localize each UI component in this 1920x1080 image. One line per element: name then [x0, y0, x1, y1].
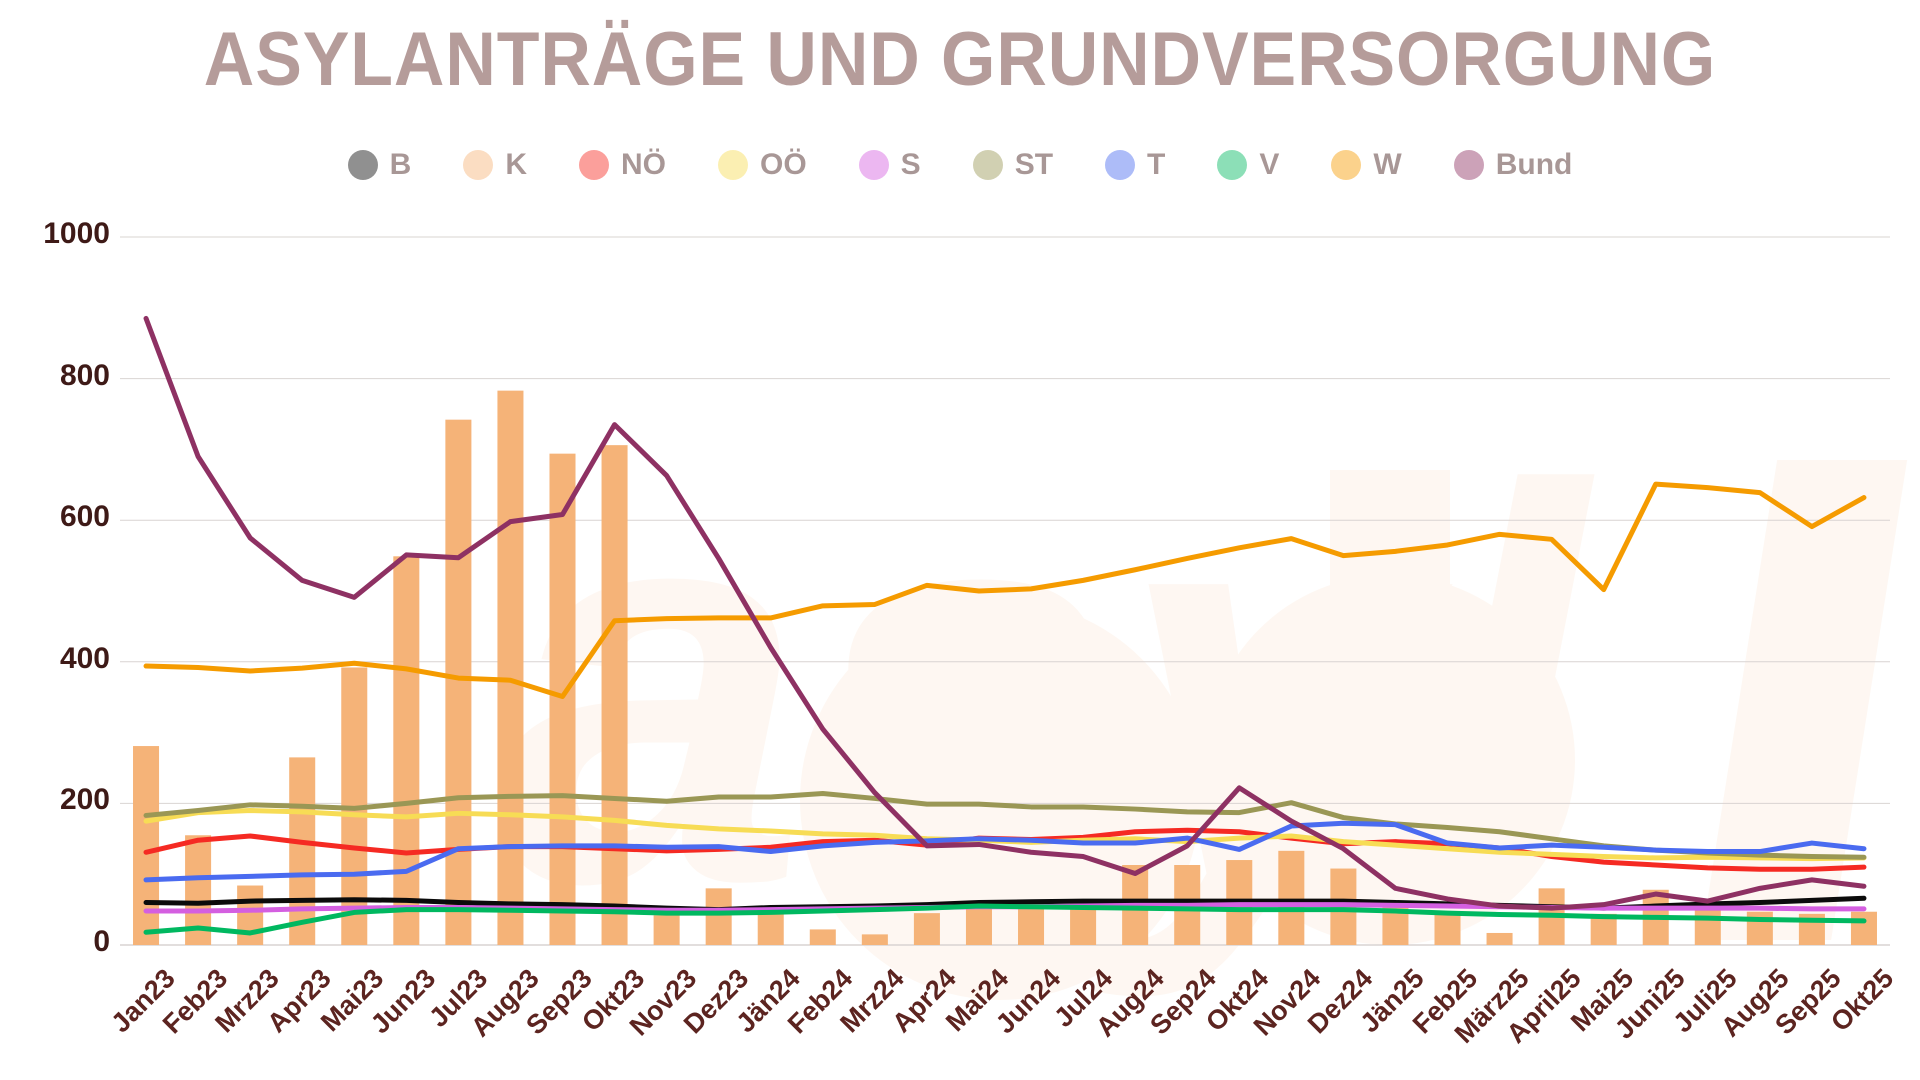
- bar: [1018, 902, 1045, 945]
- bar: [289, 757, 316, 945]
- bar: [653, 915, 680, 945]
- y-tick-label: 200: [59, 783, 110, 817]
- bar: [237, 885, 264, 945]
- line-t: [143, 820, 1867, 883]
- bar: [1486, 932, 1513, 945]
- y-tick-label: 400: [59, 641, 110, 675]
- bar: [1278, 850, 1305, 945]
- y-tick-label: 0: [93, 925, 110, 958]
- bar: [809, 929, 836, 945]
- bar: [1746, 911, 1773, 945]
- bar: [445, 419, 472, 945]
- bar: [861, 934, 888, 945]
- bar: [497, 390, 524, 945]
- bar: [393, 556, 420, 945]
- line-st: [143, 790, 1867, 860]
- bar: [757, 913, 784, 945]
- bar-series-k: [133, 390, 1877, 945]
- line-w: [143, 481, 1867, 699]
- bar: [1434, 914, 1461, 945]
- y-tick-label: 600: [59, 500, 110, 534]
- bar: [965, 908, 992, 945]
- bar: [601, 445, 628, 945]
- bar: [549, 453, 576, 945]
- bar: [705, 888, 732, 945]
- bar: [1850, 911, 1877, 945]
- y-tick-label: 1000: [43, 217, 110, 250]
- bar: [133, 746, 160, 945]
- line-v: [143, 903, 1867, 936]
- bar: [913, 913, 940, 945]
- line-bund: [143, 315, 1867, 911]
- y-tick-label: 800: [59, 358, 110, 392]
- line-series-group: [143, 315, 1867, 936]
